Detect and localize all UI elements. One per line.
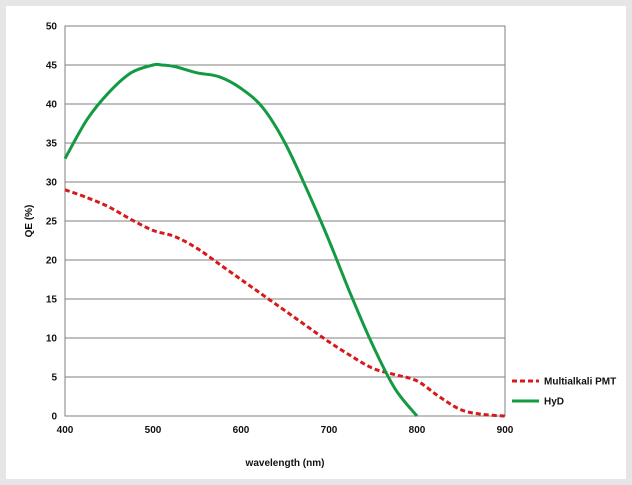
x-tick-label: 800 (409, 425, 426, 436)
x-tick-labels: 400 500 600 700 800 900 (57, 425, 514, 436)
series-lines (63, 62, 506, 418)
y-tick-label: 5 (51, 373, 57, 384)
y-tick-label: 10 (46, 334, 58, 345)
series-line-hyd (63, 62, 419, 417)
y-tick-label: 20 (46, 256, 58, 267)
gridlines (65, 64, 505, 378)
y-tick-label: 35 (46, 139, 58, 150)
x-tick-label: 900 (497, 425, 514, 436)
y-tick-label: 40 (46, 100, 58, 111)
y-tick-labels: 0 5 10 15 20 25 30 35 40 45 50 (46, 22, 58, 423)
chart-frame: 0 5 10 15 20 25 30 35 40 45 50 400 500 600 700 800 900 … (6, 6, 626, 479)
y-tick-label: 50 (46, 22, 58, 33)
y-tick-label: 15 (46, 295, 58, 306)
y-tick-label: 0 (51, 412, 57, 423)
x-tick-label: 400 (57, 425, 74, 436)
y-tick-label: 25 (46, 217, 58, 228)
legend-label-multialkali-pmt: Multialkali PMT (544, 377, 616, 388)
y-tick-label: 30 (46, 178, 58, 189)
legend: Multialkali PMT HyD (512, 377, 616, 408)
x-axis-label: wavelength (nm) (245, 458, 325, 469)
x-tick-label: 700 (321, 425, 338, 436)
series-line-multialkali-pmt (64, 188, 506, 418)
y-axis-label: QE (%) (24, 205, 35, 238)
y-tick-label: 45 (46, 61, 58, 72)
x-tick-label: 500 (145, 425, 162, 436)
legend-label-hyd: HyD (544, 397, 564, 408)
x-tick-label: 600 (233, 425, 250, 436)
